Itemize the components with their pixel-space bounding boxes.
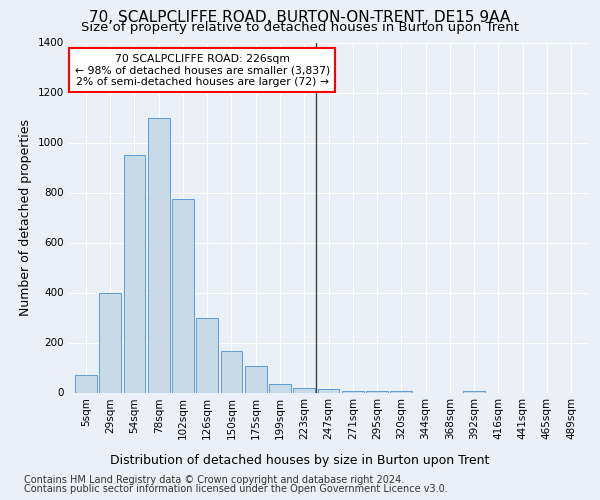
Bar bbox=[269, 384, 291, 392]
Text: 70, SCALPCLIFFE ROAD, BURTON-ON-TRENT, DE15 9AA: 70, SCALPCLIFFE ROAD, BURTON-ON-TRENT, D… bbox=[89, 10, 511, 25]
Bar bbox=[366, 391, 388, 392]
Text: Size of property relative to detached houses in Burton upon Trent: Size of property relative to detached ho… bbox=[81, 22, 519, 35]
Bar bbox=[148, 118, 170, 392]
Bar bbox=[317, 389, 340, 392]
Bar bbox=[463, 391, 485, 392]
Bar bbox=[391, 391, 412, 392]
Bar bbox=[293, 388, 315, 392]
Text: Contains HM Land Registry data © Crown copyright and database right 2024.: Contains HM Land Registry data © Crown c… bbox=[24, 475, 404, 485]
Bar bbox=[172, 198, 194, 392]
Bar bbox=[100, 292, 121, 392]
Bar bbox=[221, 351, 242, 393]
Bar bbox=[124, 155, 145, 392]
Bar bbox=[245, 366, 266, 392]
Y-axis label: Number of detached properties: Number of detached properties bbox=[19, 119, 32, 316]
Text: Distribution of detached houses by size in Burton upon Trent: Distribution of detached houses by size … bbox=[110, 454, 490, 467]
Bar bbox=[196, 318, 218, 392]
Bar bbox=[75, 375, 97, 392]
Text: 70 SCALPCLIFFE ROAD: 226sqm
← 98% of detached houses are smaller (3,837)
2% of s: 70 SCALPCLIFFE ROAD: 226sqm ← 98% of det… bbox=[75, 54, 330, 87]
Bar bbox=[342, 391, 364, 392]
Text: Contains public sector information licensed under the Open Government Licence v3: Contains public sector information licen… bbox=[24, 484, 448, 494]
